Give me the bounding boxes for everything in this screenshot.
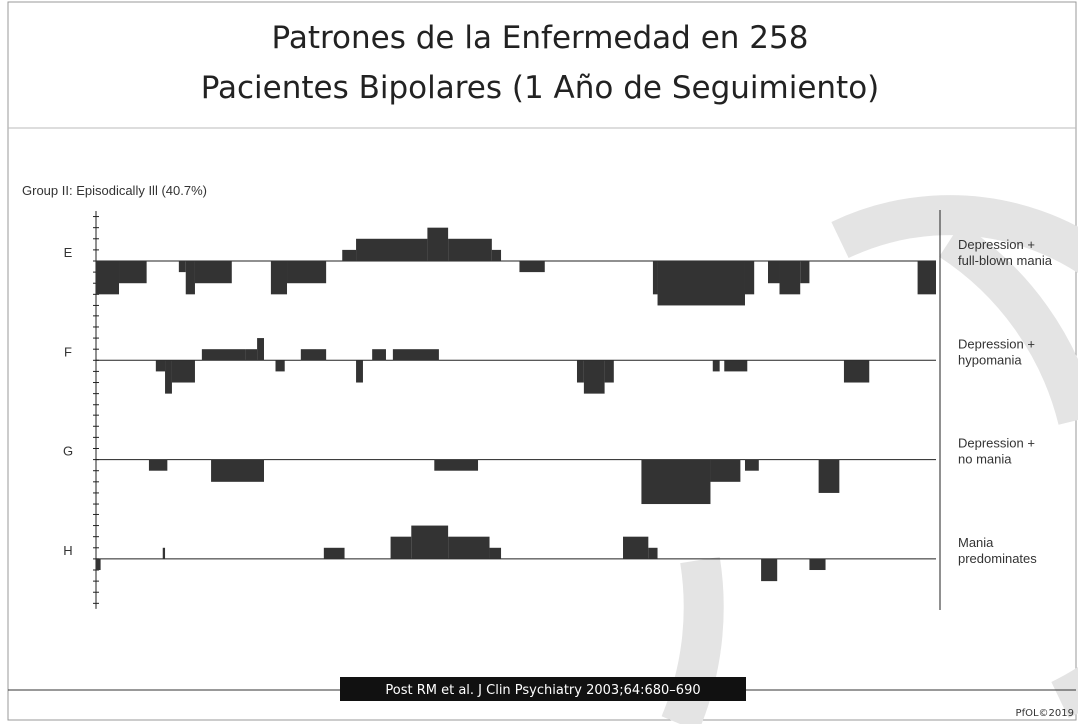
- episode-bar: [356, 360, 363, 383]
- title: Patrones de la Enfermedad en 258: [272, 20, 809, 56]
- episode-bar: [96, 558, 101, 571]
- watermark: [661, 556, 724, 724]
- episode-bar: [275, 360, 285, 372]
- episode-bar: [768, 261, 780, 284]
- row-name: Depression +: [958, 436, 1035, 451]
- episode-bar: [576, 360, 584, 383]
- episode-bar: [392, 349, 439, 361]
- row-name: Depression +: [958, 237, 1035, 252]
- episode-bar: [390, 536, 412, 559]
- episode-bar: [162, 547, 166, 559]
- episode-bar: [648, 547, 658, 559]
- episode-bar: [710, 459, 741, 482]
- episode-bar: [491, 249, 502, 261]
- episode-bar: [843, 360, 870, 383]
- episode-bar: [178, 261, 186, 273]
- row-name: predominates: [958, 551, 1037, 566]
- episode-bar: [245, 349, 258, 361]
- episode-bar: [623, 536, 649, 559]
- episode-bar: [652, 261, 658, 295]
- episode-bar: [724, 360, 748, 372]
- episode-bar: [519, 261, 545, 273]
- episode-bar: [270, 261, 288, 295]
- episode-bar: [372, 349, 386, 361]
- episode-bar: [165, 360, 172, 394]
- episode-bar: [917, 261, 936, 295]
- episode-bar: [583, 360, 605, 394]
- episode-bar: [448, 238, 492, 261]
- row-name: full-blown mania: [958, 253, 1053, 268]
- episode-bar: [155, 360, 166, 372]
- source: Post RM et al. J Clin Psychiatry 2003;64…: [385, 683, 700, 698]
- episode-bar: [779, 261, 801, 295]
- episode-bar: [96, 261, 120, 295]
- episode-bar: [657, 261, 745, 306]
- row-name: hypomania: [958, 352, 1022, 367]
- row-label: E: [64, 245, 73, 260]
- episode-bar: [185, 261, 195, 295]
- watermark: [831, 195, 1078, 719]
- episode-bar: [257, 338, 264, 361]
- episode-bar: [194, 261, 232, 284]
- episode-bar: [434, 459, 479, 471]
- row-label: H: [63, 543, 72, 558]
- episode-bar: [171, 360, 195, 383]
- row-name: Mania: [958, 535, 994, 550]
- episode-bar: [342, 249, 357, 261]
- episode-bar: [641, 459, 711, 505]
- episode-bar: [809, 558, 826, 571]
- episode-bar: [712, 360, 720, 372]
- episode-bar: [800, 261, 810, 284]
- title: Pacientes Bipolares (1 Año de Seguimient…: [201, 70, 880, 106]
- row-name: no mania: [958, 452, 1012, 467]
- row-label: G: [63, 444, 73, 459]
- episode-bar: [323, 547, 345, 559]
- episode-bar: [489, 547, 502, 559]
- episode-bar: [356, 238, 428, 261]
- watermark: [938, 223, 1078, 426]
- episode-bar: [148, 459, 168, 471]
- episode-bar: [411, 525, 449, 559]
- episode-bar: [201, 349, 246, 361]
- episode-bar: [604, 360, 614, 383]
- episode-bar: [818, 459, 840, 493]
- episode-bar: [448, 536, 490, 559]
- row-name: Depression +: [958, 336, 1035, 351]
- episode-bar: [744, 261, 755, 295]
- footer: PfOL©2019: [1016, 708, 1074, 719]
- episode-bar: [119, 261, 147, 284]
- subtitle: Group II: Episodically Ill (40.7%): [22, 183, 207, 198]
- episode-bar: [211, 459, 264, 482]
- episode-bar: [744, 459, 759, 471]
- episode-bar: [287, 261, 327, 284]
- source-box: [340, 677, 746, 701]
- episode-bar: [761, 558, 778, 582]
- row-label: F: [64, 344, 72, 359]
- episode-bar: [300, 349, 327, 361]
- episode-bar: [427, 227, 449, 261]
